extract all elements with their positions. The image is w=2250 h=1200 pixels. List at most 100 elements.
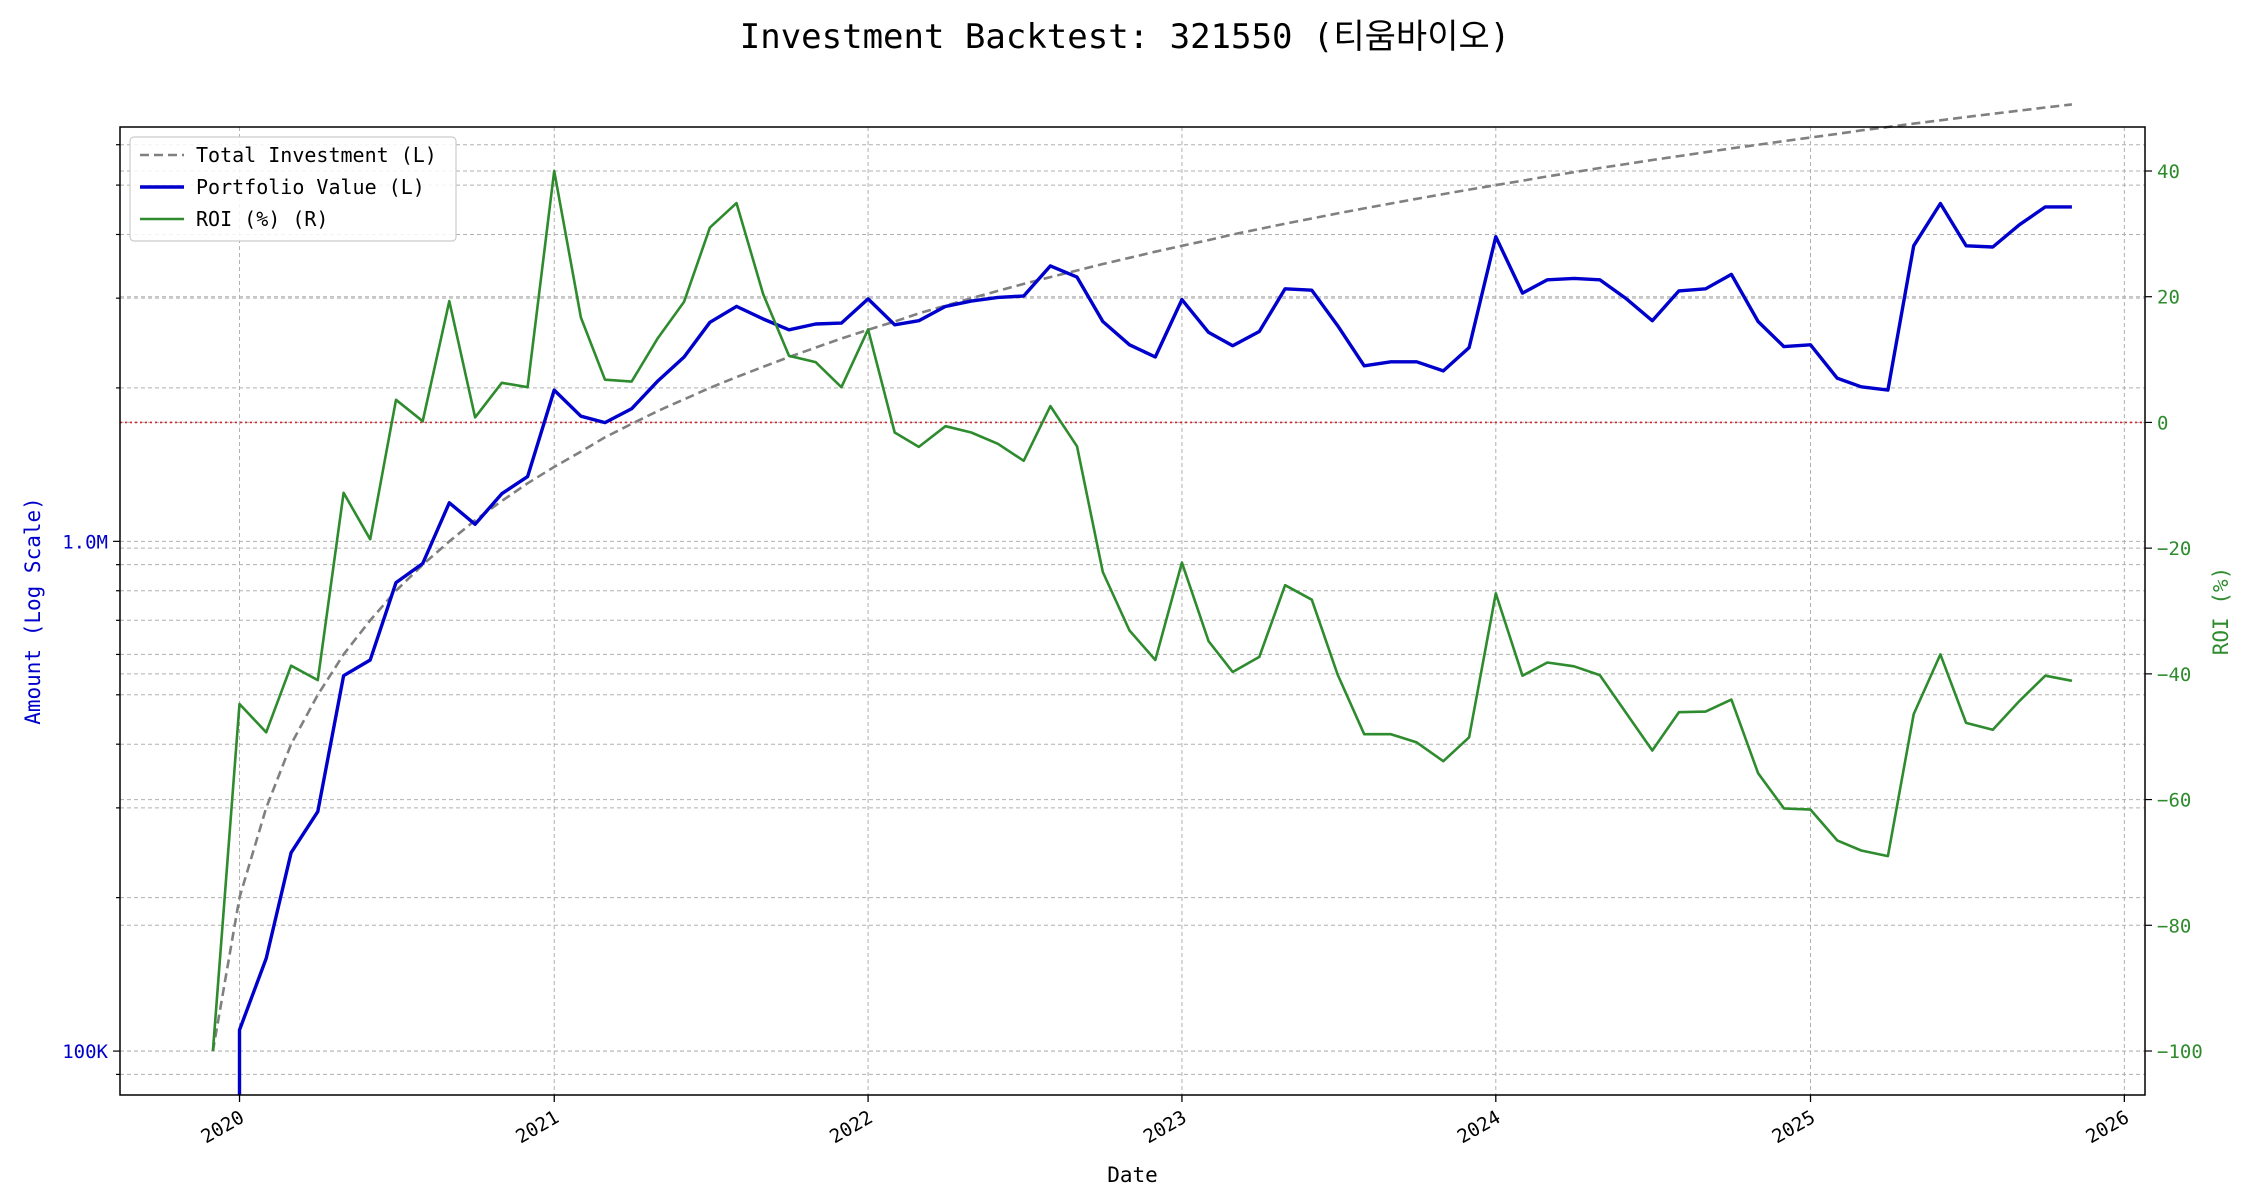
point-portfolio-value [787,328,791,332]
right-tick-label: 20 [2157,287,2180,309]
point-roi [1650,749,1654,753]
point-roi [1782,806,1786,810]
point-total-investment [917,311,921,315]
point-total-investment [735,375,739,379]
point-roi [2043,674,2047,678]
point-roi [1022,459,1026,463]
point-total-investment [238,896,242,900]
point-roi [1441,759,1445,763]
point-roi [917,445,921,449]
point-total-investment [682,397,686,401]
point-total-investment [500,499,504,503]
point-total-investment [1625,162,1629,166]
point-portfolio-value [1729,272,1733,276]
point-roi [264,730,268,734]
point-portfolio-value [1494,235,1498,239]
point-roi [394,398,398,402]
point-total-investment [1257,227,1261,231]
point-portfolio-value [1467,346,1471,350]
point-portfolio-value [839,321,843,325]
point-total-investment [1782,139,1786,143]
point-total-investment [473,518,477,522]
point-roi [238,702,242,706]
point-portfolio-value [1521,291,1525,295]
point-total-investment [1545,174,1549,178]
legend-label-portfolio-value: Portfolio Value (L) [196,175,425,199]
point-roi [1912,712,1916,716]
point-portfolio-value [1809,343,1813,347]
grid-lines [120,127,2145,1095]
point-portfolio-value [1756,320,1760,324]
point-total-investment [1048,275,1052,279]
x-tick-label: 2021 [512,1106,563,1148]
point-total-investment [1101,262,1105,266]
point-portfolio-value [473,522,477,526]
point-portfolio-value [2018,223,2022,227]
point-roi [500,381,504,385]
point-roi [1257,655,1261,659]
point-total-investment [1231,233,1235,237]
point-roi [2070,679,2074,683]
point-portfolio-value [1362,364,1366,368]
point-portfolio-value [342,674,346,678]
left-tick-label: 100K [62,1041,108,1063]
point-total-investment [1128,256,1132,260]
point-roi [1180,561,1184,565]
point-portfolio-value [526,475,530,479]
point-roi [1809,808,1813,812]
point-roi [211,1049,215,1053]
point-roi [289,664,293,668]
point-portfolio-value [944,304,948,308]
point-roi [316,678,320,682]
point-portfolio-value [655,379,659,383]
point-roi [447,299,451,303]
point-total-investment [814,346,818,350]
point-total-investment [1756,143,1760,147]
point-total-investment [447,539,451,543]
point-roi [996,442,1000,446]
left-axis-ticks: 100K 1.0M [62,144,120,1075]
point-total-investment [1310,217,1314,221]
point-roi [1467,735,1471,739]
x-tick-label: 2023 [1140,1106,1191,1148]
point-roi [603,378,607,382]
point-portfolio-value [1180,298,1184,302]
point-total-investment [2043,106,2047,110]
point-portfolio-value [1650,319,1654,323]
point-roi [1207,639,1211,643]
point-portfolio-value [1964,244,1968,248]
point-roi [1153,658,1157,662]
point-total-investment [1180,244,1184,248]
point-roi [630,380,634,384]
point-roi [866,327,870,331]
point-roi [1572,664,1576,668]
point-roi [1677,710,1681,714]
point-roi [1231,670,1235,674]
legend: Total Investment (L) Portfolio Value (L)… [129,136,457,242]
point-roi [421,419,425,423]
x-tick-label: 2025 [1768,1106,1819,1148]
chart-title: Investment Backtest: 321550 (티움바이오) [740,17,1511,57]
point-total-investment [1677,154,1681,158]
point-total-investment [1835,132,1839,136]
point-total-investment [1859,128,1863,132]
point-roi [1389,732,1393,736]
point-total-investment [2070,102,2074,106]
point-roi [368,537,372,541]
right-tick-label: 40 [2157,161,2180,183]
x-tick-label: 2020 [197,1106,248,1148]
point-roi [1283,583,1287,587]
point-roi [839,385,843,389]
point-portfolio-value [996,295,1000,299]
point-portfolio-value [316,810,320,814]
point-portfolio-value [1782,345,1786,349]
point-portfolio-value [917,319,921,323]
right-tick-label: 0 [2157,412,2168,434]
point-total-investment [630,422,634,426]
point-total-investment [1729,146,1733,150]
point-total-investment [394,589,398,593]
point-total-investment [1521,179,1525,183]
point-roi [1494,591,1498,595]
point-portfolio-value [893,323,897,327]
point-roi [1625,712,1629,716]
